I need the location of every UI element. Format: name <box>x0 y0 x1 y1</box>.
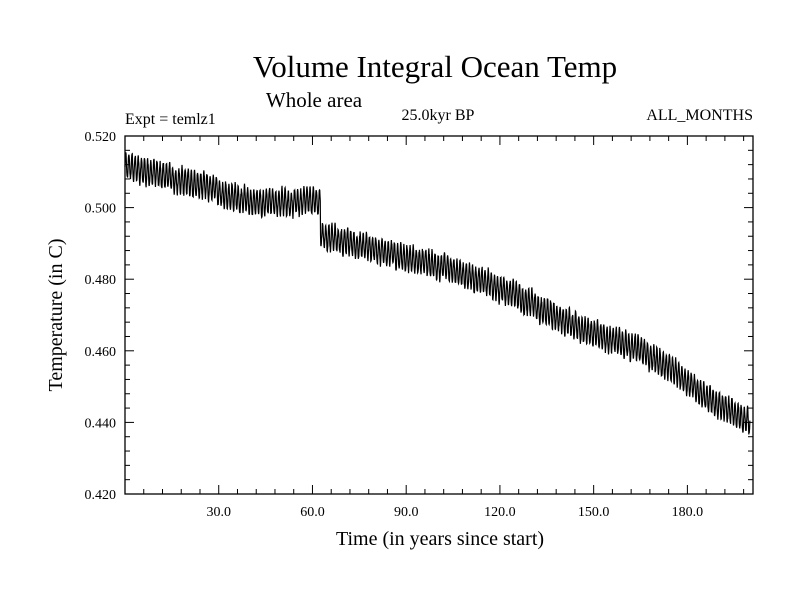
y-tick-label: 0.480 <box>85 273 117 288</box>
y-axis-label: Temperature (in C) <box>45 239 67 392</box>
x-tick-label: 180.0 <box>672 505 704 520</box>
months-label: ALL_MONTHS <box>646 107 753 124</box>
period-label: 25.0kyr BP <box>402 107 475 124</box>
x-tick-label: 90.0 <box>394 505 419 520</box>
x-tick-label: 60.0 <box>300 505 325 520</box>
y-tick-label: 0.500 <box>85 202 117 217</box>
y-tick-label: 0.460 <box>85 345 117 360</box>
y-tick-label: 0.420 <box>85 488 117 503</box>
experiment-label: Expt = temlz1 <box>125 111 216 128</box>
x-tick-label: 120.0 <box>484 505 516 520</box>
plot-frame <box>124 135 754 495</box>
x-tick-label: 30.0 <box>206 505 231 520</box>
x-axis-label: Time (in years since start) <box>336 528 544 550</box>
temperature-series-line <box>124 152 751 435</box>
chart-subtitle: Whole area <box>266 88 363 112</box>
y-tick-label: 0.440 <box>85 416 117 431</box>
x-tick-label: 150.0 <box>578 505 610 520</box>
series-layer <box>124 152 751 435</box>
chart-title: Volume Integral Ocean Temp <box>253 49 617 84</box>
y-tick-label: 0.520 <box>85 130 117 145</box>
ticks-layer: 30.0 60.0 90.0 120.0 150.0 180.0 0.420 0.440 0.4… <box>85 130 753 520</box>
